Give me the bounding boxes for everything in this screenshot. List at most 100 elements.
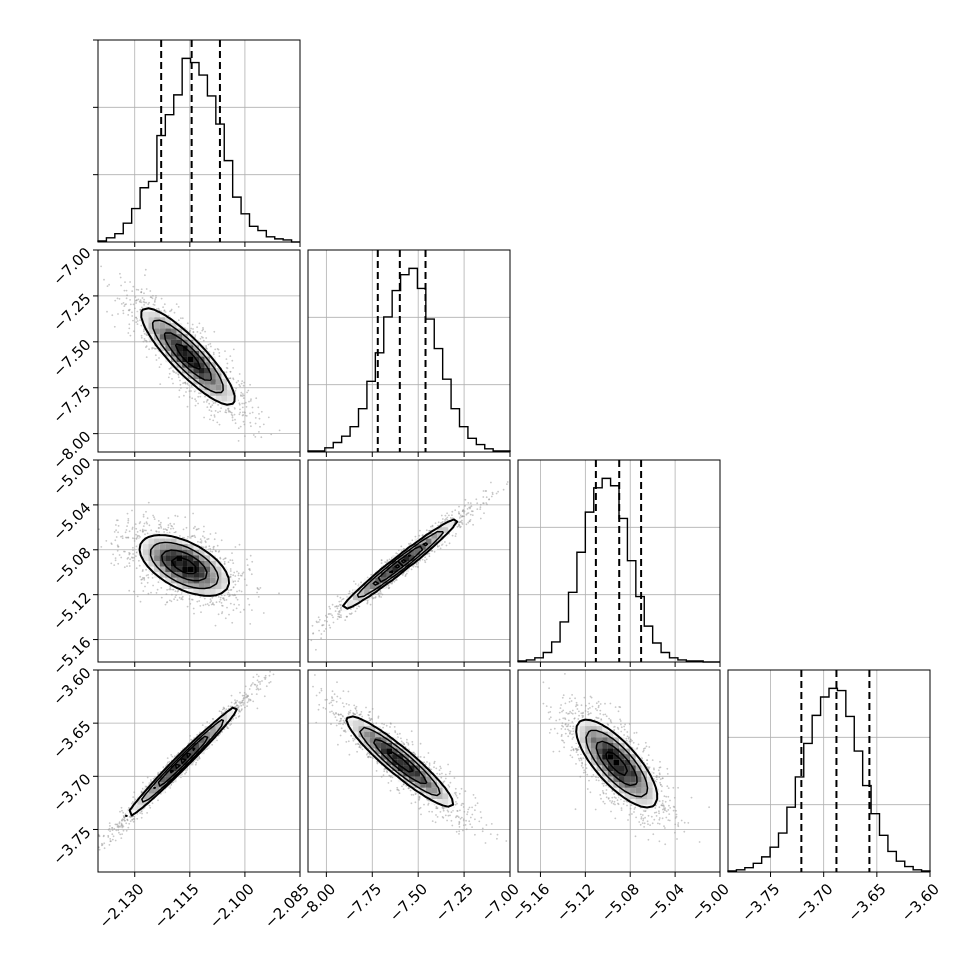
scatter-point xyxy=(203,597,206,600)
scatter-point xyxy=(178,396,181,398)
density-cell xyxy=(215,395,222,402)
scatter-point xyxy=(236,598,239,601)
scatter-point xyxy=(232,574,235,577)
scatter-point xyxy=(165,601,168,604)
scatter-point xyxy=(235,381,238,384)
scatter-point xyxy=(142,330,145,333)
scatter-point xyxy=(203,416,206,419)
scatter-point xyxy=(212,402,215,405)
scatter-point xyxy=(126,294,128,297)
scatter-point xyxy=(409,542,412,545)
scatter-point xyxy=(159,523,162,526)
scatter-point xyxy=(192,512,195,515)
scatter-point xyxy=(430,525,432,528)
scatter-point xyxy=(103,834,105,837)
scatter-point xyxy=(128,530,131,533)
scatter-point xyxy=(250,398,252,401)
scatter-point xyxy=(231,594,234,596)
scatter-point xyxy=(220,407,223,409)
scatter-point xyxy=(239,411,242,414)
density-cell xyxy=(199,367,205,374)
scatter-point xyxy=(251,560,254,563)
density-cell xyxy=(193,572,199,578)
scatter-point xyxy=(122,309,125,312)
density-cell xyxy=(215,583,222,590)
contour-1-3-2 xyxy=(149,541,220,590)
pair-panel-2-3 xyxy=(307,459,511,667)
scatter-point xyxy=(144,268,147,271)
scatter-point xyxy=(115,524,117,526)
scatter-point xyxy=(235,704,238,707)
scatter-point xyxy=(217,411,219,414)
scatter-point xyxy=(200,540,203,542)
scatter-point xyxy=(198,392,200,395)
scatter-point xyxy=(125,289,128,292)
scatter-point xyxy=(192,527,195,530)
scatter-point xyxy=(458,505,460,508)
scatter-point xyxy=(160,596,163,599)
density-cell xyxy=(187,566,194,573)
scatter-point xyxy=(123,566,126,569)
scatter-point xyxy=(105,540,108,542)
scatter-point xyxy=(137,289,140,291)
scatter-point xyxy=(108,822,111,824)
scatter-point xyxy=(242,420,245,423)
scatter-point xyxy=(147,303,150,306)
density-cell xyxy=(199,589,205,595)
scatter-point xyxy=(179,379,181,382)
scatter-point xyxy=(160,521,162,524)
scatter-point xyxy=(160,527,163,529)
density-cell xyxy=(148,328,155,335)
scatter-point xyxy=(149,806,152,809)
scatter-point xyxy=(206,603,209,605)
scatter-point xyxy=(272,673,275,676)
scatter-point xyxy=(248,698,250,701)
scatter-point xyxy=(136,320,139,322)
scatter-point xyxy=(261,680,263,682)
scatter-point xyxy=(250,425,252,428)
scatter-point xyxy=(254,436,257,438)
density-cell xyxy=(199,583,205,590)
scatter-point xyxy=(92,855,94,857)
scatter-point xyxy=(120,284,122,287)
density-cell xyxy=(187,572,194,578)
scatter-point xyxy=(259,681,261,683)
scatter-point xyxy=(150,529,153,532)
scatter-point xyxy=(132,796,135,798)
scatter-point xyxy=(239,691,241,694)
panel-frame-2-2 xyxy=(307,249,511,453)
density-cell xyxy=(170,328,177,335)
scatter-point xyxy=(111,838,114,841)
scatter-point xyxy=(179,535,181,537)
scatter-point xyxy=(214,410,217,412)
scatter-point xyxy=(338,600,341,603)
density-cell xyxy=(204,362,211,368)
scatter-point xyxy=(230,573,232,576)
scatter-point xyxy=(170,754,173,756)
scatter-point xyxy=(211,596,214,599)
scatter-point xyxy=(131,556,133,559)
scatter-point xyxy=(210,600,213,602)
density-cell xyxy=(182,754,188,760)
scatter-point xyxy=(170,524,173,527)
scatter-point xyxy=(192,328,194,330)
scatter-point xyxy=(215,601,218,604)
scatter-point xyxy=(148,340,151,343)
scatter-point xyxy=(233,702,236,705)
density-cell xyxy=(165,339,171,346)
scatter-point xyxy=(131,311,133,314)
scatter-point xyxy=(126,525,128,527)
density-cell xyxy=(199,555,205,561)
density-cell xyxy=(165,566,171,573)
histogram-panel-4 xyxy=(727,669,931,877)
scatter-point xyxy=(198,322,201,325)
scatter-point xyxy=(132,549,134,551)
scatter-point xyxy=(224,557,227,560)
scatter-point xyxy=(132,330,135,333)
scatter-point xyxy=(258,431,260,433)
scatter-point xyxy=(117,525,120,527)
scatter-point xyxy=(238,701,241,703)
scatter-point xyxy=(133,791,136,794)
scatter-point xyxy=(205,337,208,339)
scatter-point xyxy=(164,528,167,530)
